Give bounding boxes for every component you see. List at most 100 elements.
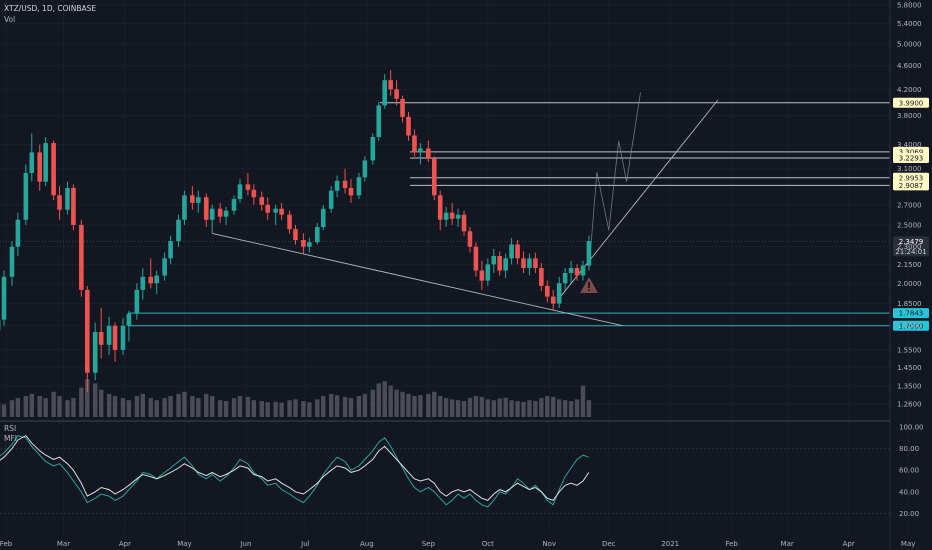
volume-bar: [509, 400, 514, 417]
volume-bar: [120, 398, 126, 417]
volume-bar: [426, 393, 431, 417]
price-tick-label: 1.8500: [897, 300, 922, 308]
volume-bar: [574, 399, 580, 417]
candle-body: [15, 219, 21, 247]
countdown-label: 21:24:01: [895, 248, 926, 256]
volume-bar: [293, 399, 298, 417]
volume-bar: [71, 398, 76, 417]
candle-body: [112, 325, 118, 350]
price-tick-label: 2.1500: [897, 261, 922, 269]
price-tick-label: 5.0000: [897, 40, 922, 48]
candle-body: [533, 258, 538, 269]
warning-icon[interactable]: [580, 277, 598, 293]
descending-trend-line: [212, 232, 623, 327]
level-price-tag: [893, 320, 929, 331]
candle-body: [92, 331, 98, 373]
volume-bar: [204, 393, 209, 417]
price-tick-label: 2.3000: [897, 243, 922, 251]
volume-bar: [23, 396, 29, 417]
volume-bar: [196, 398, 201, 417]
mfi-line: [0, 435, 590, 508]
volume-bar: [43, 398, 48, 417]
volume-bar: [251, 400, 257, 417]
volume-bar: [348, 398, 354, 417]
candle-body: [57, 195, 62, 210]
price-tick-label: 5.4000: [897, 20, 922, 28]
grid-lines: [0, 0, 908, 535]
candle-body: [348, 187, 354, 196]
volume-bar: [223, 401, 229, 417]
candle-body: [314, 227, 320, 243]
volume-bar: [388, 385, 393, 417]
volume-bar: [533, 401, 538, 417]
volume-bar: [259, 401, 264, 417]
candle-body: [259, 197, 265, 205]
candle-body: [1, 276, 7, 320]
candle-body: [154, 275, 159, 284]
candle-body: [301, 239, 306, 247]
volume-bar: [9, 400, 15, 417]
symbol-title: XTZ/USD, 1D, COINBASE: [4, 4, 96, 13]
candle-body: [140, 276, 146, 290]
price-tick-label: 1.5500: [897, 346, 922, 354]
volume-bar: [190, 396, 195, 417]
candle-body: [37, 152, 43, 182]
candle-body: [503, 258, 508, 271]
volume-bar: [93, 383, 98, 417]
candle-body: [497, 255, 503, 271]
candle-body: [485, 264, 491, 281]
candle-body: [168, 241, 173, 259]
volume-bars: [0, 379, 592, 417]
candle-body: [196, 197, 201, 203]
volume-bar: [432, 391, 437, 417]
candle-body: [51, 143, 56, 196]
price-tick-label: 1.7000: [897, 322, 922, 330]
candle-body: [106, 325, 112, 345]
volume-bar: [210, 396, 215, 417]
candle-body: [521, 258, 526, 269]
candle-body: [251, 189, 257, 198]
time-tick-label: Apr: [843, 540, 855, 548]
candlesticks: [0, 70, 592, 392]
candle-body: [98, 331, 104, 345]
candle-body: [388, 80, 393, 90]
indicator-tick-label: 60.00: [899, 467, 919, 475]
candle-body: [65, 187, 70, 210]
current-price-tag: [893, 236, 929, 257]
level-price-label: 3.9900: [899, 99, 924, 107]
candle-body: [509, 244, 514, 259]
time-tick-label: Nov: [542, 540, 556, 548]
volume-bar: [279, 402, 284, 417]
candle-body: [527, 258, 532, 269]
indicator-tick-label: 40.00: [899, 488, 919, 496]
candle-body: [467, 231, 473, 247]
volume-bar: [515, 401, 520, 417]
volume-bar: [65, 400, 70, 417]
candle-body: [307, 242, 312, 247]
candle-body: [455, 214, 461, 219]
rsi-label: RSI: [4, 424, 16, 433]
price-tick-label: 3.4000: [897, 141, 922, 149]
level-price-tag: [893, 308, 929, 319]
volume-bar: [455, 400, 461, 417]
indicator-tick-label: 80.00: [899, 445, 919, 453]
volume-bar: [106, 393, 112, 417]
rsi-mfi-pane: [0, 434, 890, 514]
candle-body: [334, 180, 340, 191]
volume-bar: [51, 391, 56, 417]
candle-body: [43, 143, 48, 182]
candle-body: [245, 184, 251, 190]
volume-bar: [362, 393, 368, 417]
level-price-tag: [893, 172, 929, 183]
candle-body: [120, 325, 126, 350]
volume-bar: [315, 399, 320, 417]
candle-body: [556, 283, 562, 304]
candle-body: [279, 208, 284, 215]
price-tick-label: 5.8000: [897, 2, 922, 10]
volume-label: Vol: [4, 15, 15, 24]
volume-bar: [231, 398, 237, 417]
candle-body: [400, 98, 405, 117]
